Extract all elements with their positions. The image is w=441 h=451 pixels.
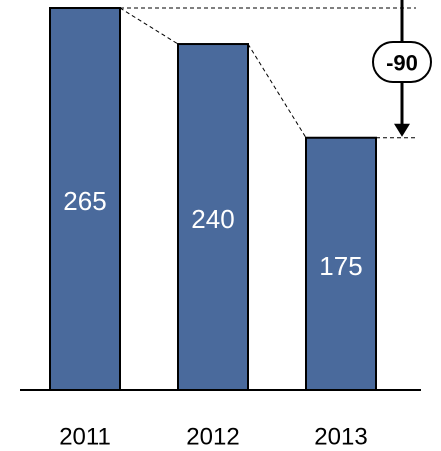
difference-label: -90 bbox=[386, 51, 418, 76]
dashed-connector bbox=[248, 44, 306, 138]
x-tick-label: 2011 bbox=[59, 424, 111, 451]
dashed-connectors bbox=[120, 8, 416, 138]
x-tick-label: 2013 bbox=[314, 424, 367, 451]
x-tick-label: 2012 bbox=[186, 424, 239, 451]
bar-value-label: 175 bbox=[319, 251, 362, 281]
bar-value-label: 265 bbox=[63, 186, 106, 216]
x-tick-labels: 2011 2012 2013 bbox=[59, 424, 368, 451]
dashed-connector bbox=[120, 8, 178, 44]
bar-value-label: 240 bbox=[191, 204, 234, 234]
difference-annotation: -90 bbox=[373, 0, 431, 137]
difference-arrow-head bbox=[394, 124, 410, 137]
bars: 265 240 175 bbox=[50, 8, 376, 390]
